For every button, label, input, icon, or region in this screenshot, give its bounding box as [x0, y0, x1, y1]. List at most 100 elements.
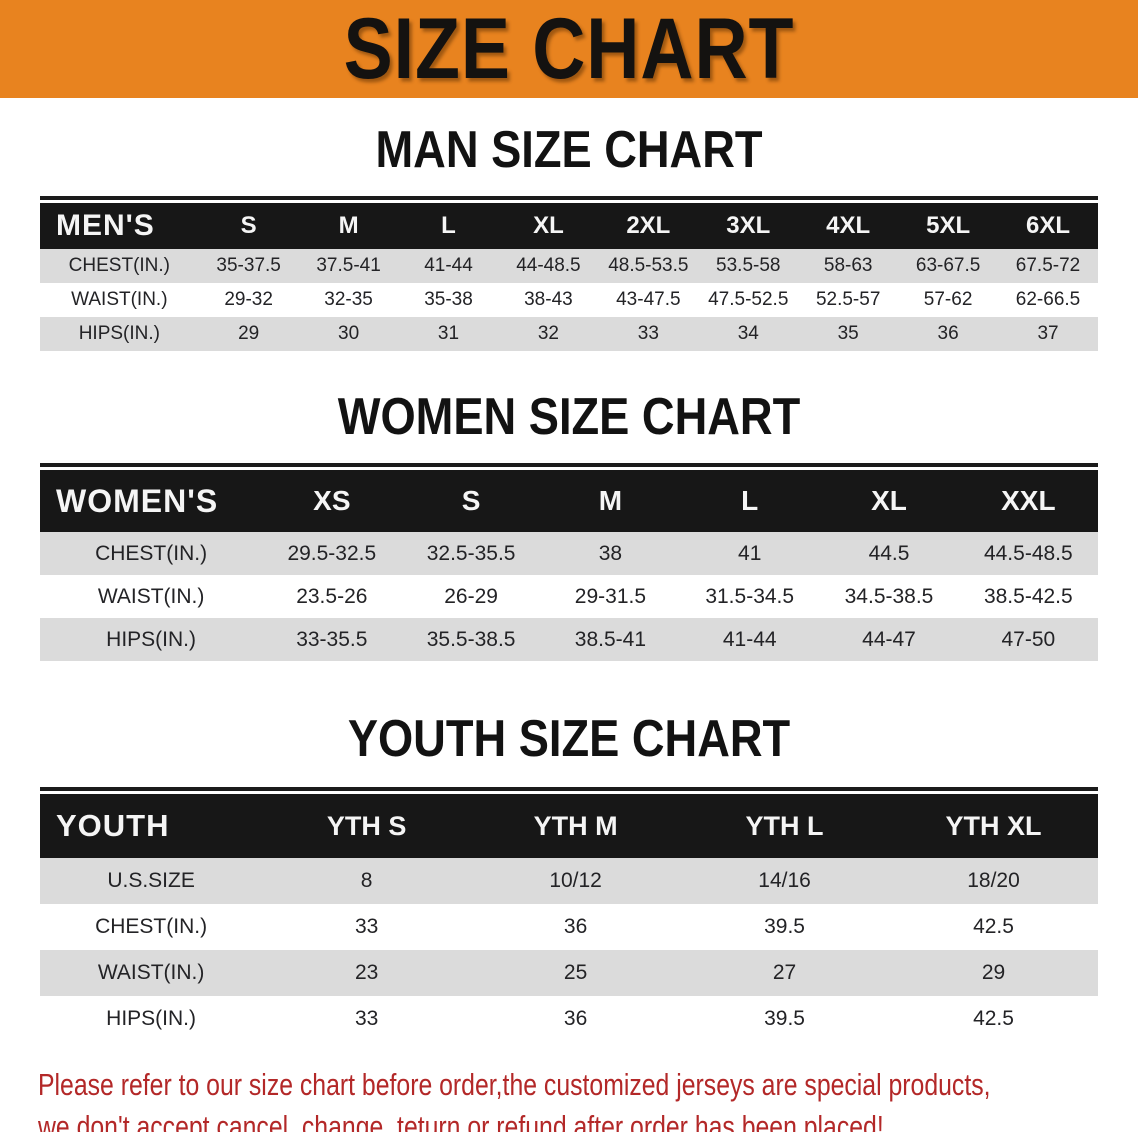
size-value-cell: 14/16	[758, 869, 811, 892]
size-column-header: M	[598, 485, 623, 516]
table-corner-label: WOMEN'S	[56, 482, 219, 519]
row-label: WAIST(IN.)	[71, 289, 168, 310]
size-column-header: YTH M	[533, 810, 618, 841]
size-value-cell: 33	[354, 1007, 379, 1030]
size-value-cell: 38	[598, 541, 623, 565]
size-value-cell: 29	[981, 961, 1006, 984]
size-value-cell: 23	[354, 961, 379, 984]
size-value-cell: 31	[437, 323, 460, 344]
size-value-cell: 32-35	[324, 289, 373, 310]
size-value-cell: 34	[737, 323, 759, 344]
size-value-cell: 35-37.5	[216, 255, 281, 276]
size-value-cell: 34.5-38.5	[844, 584, 934, 608]
size-value-cell: 37	[1037, 323, 1059, 344]
size-value-cell: 35-38	[424, 289, 473, 310]
size-value-cell: 29.5-32.5	[287, 541, 377, 565]
table-row: CHEST(IN.) 33 36 39.5 42.5	[40, 904, 1098, 950]
table-corner-label: MEN'S	[56, 209, 155, 242]
table-header-row: WOMEN'S XS S M L XL XXL	[40, 470, 1098, 532]
size-column-header: L	[741, 485, 759, 516]
row-label: HIPS(IN.)	[106, 1007, 196, 1030]
size-value-cell: 63-67.5	[915, 255, 981, 276]
table-row: HIPS(IN.) 33-35.5 35.5-38.5 38.5-41 41-44 44-…	[40, 618, 1098, 661]
size-table-grid: YOUTH YTH S YTH M YTH L YTH XL U.S.SIZE 8 10/12…	[40, 794, 1098, 1042]
size-value-cell: 38-43	[524, 289, 573, 310]
size-value-cell: 37.5-41	[316, 255, 381, 276]
table-row: HIPS(IN.) 33 36 39.5 42.5	[40, 996, 1098, 1042]
size-column-header: 5XL	[926, 212, 971, 239]
size-value-cell: 44.5-48.5	[983, 541, 1073, 565]
size-value-cell: 23.5-26	[296, 584, 368, 608]
size-value-cell: 44.5	[868, 541, 910, 565]
size-column-header: S	[240, 212, 257, 239]
size-value-cell: 44-47	[862, 627, 916, 651]
size-value-cell: 25	[563, 961, 588, 984]
men-size-table: MEN'S S M L XL 2XL 3XL 4XL 5XL 6XL CHEST(IN.) 35-37…	[40, 196, 1098, 351]
men-section-heading: MAN SIZE CHART	[375, 121, 763, 179]
women-size-table: WOMEN'S XS S M L XL XXL CHEST(IN.) 29.5-32.5 32.5…	[40, 463, 1098, 661]
size-value-cell: 41	[738, 541, 762, 565]
size-value-cell: 62-66.5	[1015, 289, 1081, 310]
row-label: HIPS(IN.)	[78, 323, 160, 344]
size-value-cell: 43-47.5	[616, 289, 681, 310]
size-value-cell: 47-50	[1001, 627, 1056, 651]
size-value-cell: 42.5	[973, 915, 1014, 938]
youth-size-table: YOUTH YTH S YTH M YTH L YTH XL U.S.SIZE 8 10/12…	[40, 787, 1098, 1042]
row-label: WAIST(IN.)	[97, 584, 205, 608]
row-label: CHEST(IN.)	[95, 915, 208, 938]
size-value-cell: 29	[238, 323, 260, 344]
size-column-header: XS	[313, 485, 351, 516]
size-value-cell: 67.5-72	[1015, 255, 1081, 276]
size-value-cell: 27	[772, 961, 797, 984]
disclaimer-line-1: Please refer to our size chart before or…	[38, 1067, 991, 1102]
size-value-cell: 53.5-58	[716, 255, 781, 276]
row-label: CHEST(IN.)	[95, 541, 208, 565]
size-column-header: YTH S	[326, 810, 407, 841]
table-row: WAIST(IN.) 23.5-26 26-29 29-31.5 31.5-34.5 34…	[40, 575, 1098, 618]
size-value-cell: 29-31.5	[574, 584, 647, 608]
size-value-cell: 26-29	[444, 584, 498, 608]
size-value-cell: 8	[360, 869, 373, 892]
size-value-cell: 35	[837, 323, 859, 344]
size-value-cell: 30	[338, 323, 360, 344]
table-row: U.S.SIZE 8 10/12 14/16 18/20	[40, 858, 1098, 904]
size-column-header: 4XL	[826, 212, 871, 239]
size-value-cell: 41-44	[722, 627, 777, 651]
size-value-cell: 29-32	[224, 289, 273, 310]
size-column-header: YTH L	[745, 810, 824, 841]
size-value-cell: 18/20	[967, 869, 1020, 892]
youth-section-heading: YOUTH SIZE CHART	[347, 710, 791, 768]
size-value-cell: 33	[354, 915, 379, 938]
size-column-header: 2XL	[626, 212, 671, 239]
table-corner-label: YOUTH	[56, 808, 170, 843]
size-column-header: XL	[871, 485, 907, 516]
size-value-cell: 38.5-42.5	[983, 584, 1073, 608]
size-column-header: YTH XL	[945, 810, 1042, 841]
size-value-cell: 33-35.5	[296, 627, 368, 651]
size-value-cell: 44-48.5	[516, 255, 581, 276]
size-value-cell: 31.5-34.5	[705, 584, 795, 608]
size-value-cell: 36	[563, 915, 588, 938]
women-section-heading: WOMEN SIZE CHART	[337, 388, 801, 446]
size-column-header: M	[338, 212, 359, 239]
disclaimer: Please refer to our size chart before or…	[38, 1064, 1138, 1132]
size-table-grid: WOMEN'S XS S M L XL XXL CHEST(IN.) 29.5-32.5 32.5…	[40, 470, 1098, 661]
size-column-header: XL	[533, 212, 564, 239]
size-value-cell: 35.5-38.5	[426, 627, 516, 651]
size-value-cell: 41-44	[424, 255, 473, 276]
size-value-cell: 10/12	[549, 869, 602, 892]
size-value-cell: 32.5-35.5	[426, 541, 516, 565]
size-table-grid: MEN'S S M L XL 2XL 3XL 4XL 5XL 6XL CHEST(IN.) 35-37…	[40, 203, 1098, 351]
row-label: U.S.SIZE	[107, 869, 195, 892]
size-value-cell: 39.5	[764, 1007, 805, 1030]
banner: SIZE CHART	[0, 0, 1138, 98]
size-column-header: XXL	[1001, 485, 1056, 516]
row-label: CHEST(IN.)	[68, 255, 170, 276]
size-value-cell: 52.5-57	[815, 289, 881, 310]
table-row: HIPS(IN.) 29 30 31 32 33 34 35 36 37	[40, 317, 1098, 351]
size-value-cell: 58-63	[823, 255, 873, 276]
size-column-header: 3XL	[726, 212, 771, 239]
table-row: CHEST(IN.) 35-37.5 37.5-41 41-44 44-48.5 48.5…	[40, 249, 1098, 283]
size-column-header: L	[441, 212, 456, 239]
